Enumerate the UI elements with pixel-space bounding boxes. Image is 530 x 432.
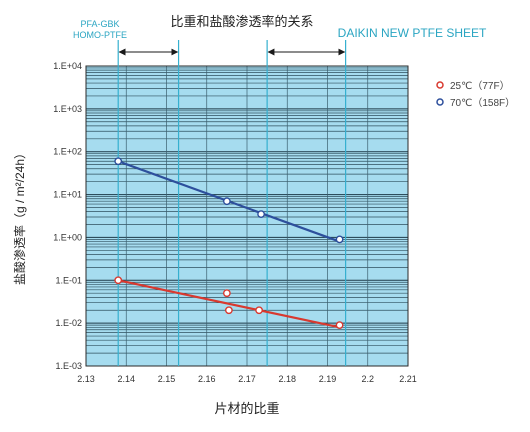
x-tick-label: 2.13 [77, 374, 95, 384]
region-label-left-line2: HOMO-PTFE [73, 30, 127, 40]
data-point-series-0 [335, 321, 344, 330]
x-tick-label: 2.21 [399, 374, 417, 384]
y-tick-label: 1.E+02 [53, 147, 82, 157]
x-tick-label: 2.14 [117, 374, 135, 384]
data-point-series-1 [222, 197, 231, 206]
data-series [114, 157, 344, 330]
chart-title: 比重和盐酸渗透率的关系 [170, 14, 313, 29]
data-point-series-0 [224, 306, 233, 315]
data-point-series-0 [114, 276, 123, 285]
x-axis-label: 片材的比重 [214, 401, 279, 416]
y-tick-label: 1.E-02 [55, 318, 82, 328]
x-tick-label: 2.17 [238, 374, 256, 384]
legend-label-25c: 25℃（77F） [450, 80, 510, 92]
x-tick-label: 2.19 [319, 374, 337, 384]
legend-label-70c: 70℃（158F） [450, 97, 515, 109]
data-point-series-0 [255, 306, 263, 315]
trend-line-series-0 [117, 279, 340, 329]
legend-marker-25c [436, 81, 444, 89]
region-label-right: DAIKIN NEW PTFE SHEET [338, 26, 487, 40]
y-tick-label: 1.E+03 [53, 104, 82, 114]
axis-ticks: 2.13 2.14 2.15 2.16 2.17 2.18 2.19 2.2 2.21 1.E-0… [53, 61, 417, 384]
x-tick-label: 2.16 [198, 374, 216, 384]
y-tick-label: 1.E+04 [53, 61, 82, 71]
data-point-series-0 [222, 289, 231, 298]
legend: 25℃（77F） 70℃（158F） [436, 80, 515, 109]
region-label-left-line1: PFA-GBK [80, 19, 119, 29]
data-point-series-1 [114, 157, 123, 166]
data-point-series-1 [257, 210, 265, 219]
x-tick-label: 2.15 [158, 374, 176, 384]
gridlines [86, 66, 408, 367]
y-axis-label: 盐酸渗透率（g / m²/24h） [12, 147, 27, 285]
y-tick-label: 1.E-01 [55, 275, 82, 285]
data-point-series-1 [335, 235, 344, 244]
plot-frame [85, 65, 409, 367]
y-tick-label: 1.E+01 [53, 190, 82, 200]
x-tick-label: 2.2 [361, 374, 374, 384]
y-tick-label: 1.E+00 [53, 232, 82, 242]
legend-marker-70c [436, 98, 444, 106]
x-tick-label: 2.18 [278, 374, 296, 384]
y-tick-label: 1.E-03 [55, 361, 82, 371]
